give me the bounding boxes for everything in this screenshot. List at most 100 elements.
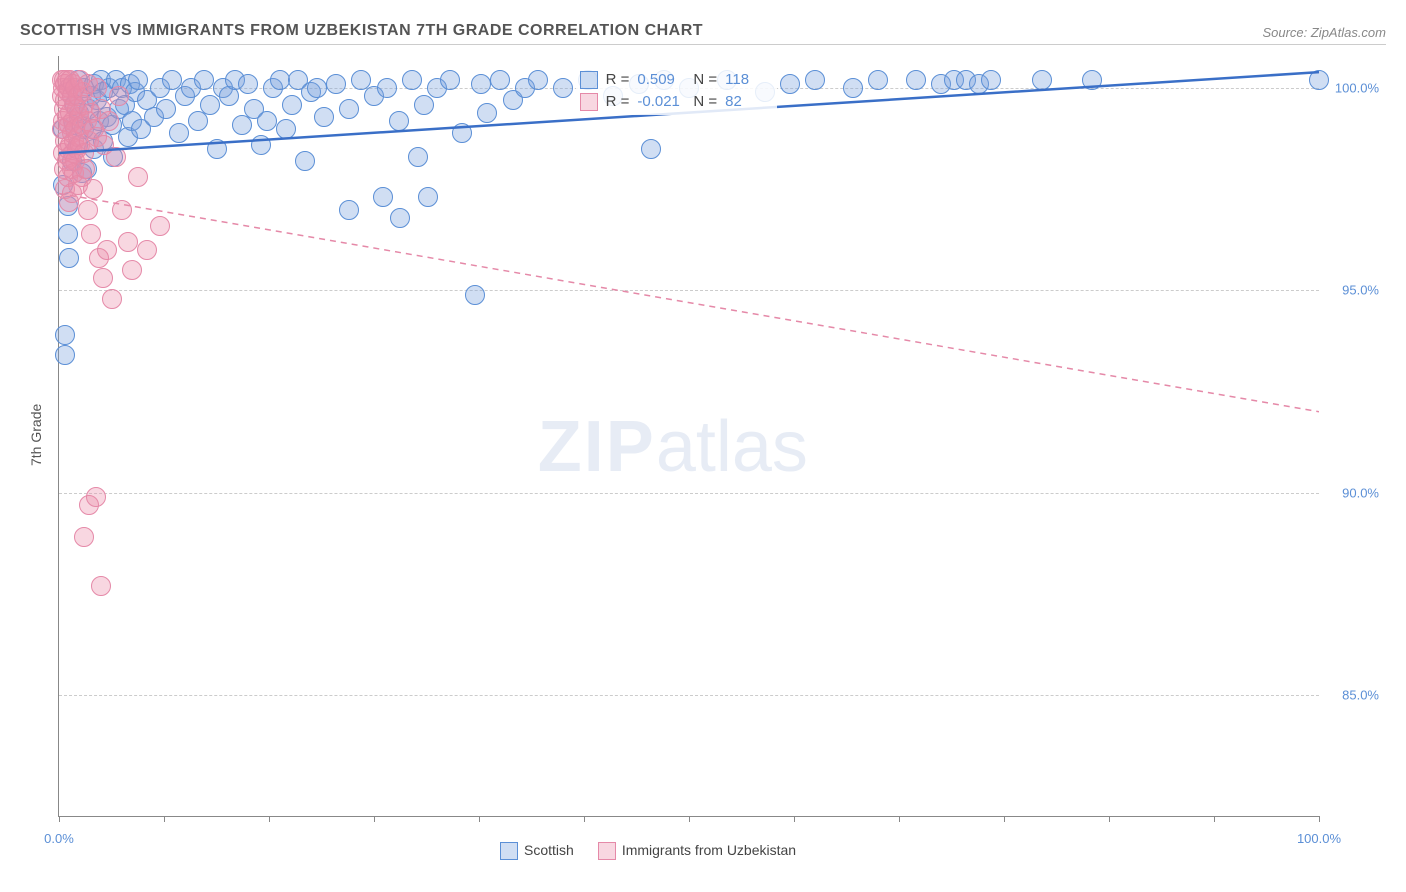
data-point-scottish bbox=[868, 70, 888, 90]
data-point-uzbekistan bbox=[102, 289, 122, 309]
data-point-scottish bbox=[207, 139, 227, 159]
legend-swatch-uzbekistan bbox=[580, 93, 598, 111]
legend-item-uzbekistan: Immigrants from Uzbekistan bbox=[598, 842, 796, 860]
grid-line bbox=[59, 290, 1319, 291]
data-point-scottish bbox=[257, 111, 277, 131]
data-point-scottish bbox=[418, 187, 438, 207]
data-point-scottish bbox=[1082, 70, 1102, 90]
data-point-scottish bbox=[906, 70, 926, 90]
x-tick bbox=[1319, 816, 1320, 822]
data-point-scottish bbox=[377, 78, 397, 98]
data-point-scottish bbox=[270, 70, 290, 90]
data-point-scottish bbox=[307, 78, 327, 98]
stat-row-scottish: R =0.509N =118 bbox=[580, 69, 774, 91]
x-tick bbox=[1109, 816, 1110, 822]
plot-area: 85.0%90.0%95.0%100.0%0.0%100.0%ZIPatlasR… bbox=[58, 56, 1319, 817]
data-point-scottish bbox=[339, 200, 359, 220]
x-tick-label: 0.0% bbox=[44, 831, 74, 846]
data-point-uzbekistan bbox=[118, 232, 138, 252]
data-point-scottish bbox=[389, 111, 409, 131]
stat-n-value: 82 bbox=[725, 91, 773, 113]
data-point-uzbekistan bbox=[75, 159, 95, 179]
stat-row-uzbekistan: R =-0.021N =82 bbox=[580, 91, 774, 113]
stat-r-label: R = bbox=[606, 69, 630, 91]
data-point-scottish bbox=[1032, 70, 1052, 90]
data-point-scottish bbox=[314, 107, 334, 127]
x-tick bbox=[164, 816, 165, 822]
data-point-scottish bbox=[414, 95, 434, 115]
data-point-scottish bbox=[981, 70, 1001, 90]
data-point-scottish bbox=[156, 99, 176, 119]
y-tick-label: 85.0% bbox=[1329, 687, 1379, 702]
data-point-scottish bbox=[251, 135, 271, 155]
title-bar: SCOTTISH VS IMMIGRANTS FROM UZBEKISTAN 7… bbox=[20, 10, 1386, 45]
trend-line-uzbekistan bbox=[59, 193, 1319, 411]
data-point-scottish bbox=[477, 103, 497, 123]
stat-r-value: 0.509 bbox=[637, 69, 685, 91]
x-tick bbox=[479, 816, 480, 822]
source-prefix: Source: bbox=[1262, 25, 1310, 40]
chart-title: SCOTTISH VS IMMIGRANTS FROM UZBEKISTAN 7… bbox=[20, 22, 703, 40]
data-point-scottish bbox=[641, 139, 661, 159]
legend-label: Immigrants from Uzbekistan bbox=[622, 842, 796, 858]
data-point-scottish bbox=[339, 99, 359, 119]
data-point-scottish bbox=[780, 74, 800, 94]
data-point-uzbekistan bbox=[81, 224, 101, 244]
data-point-scottish bbox=[282, 95, 302, 115]
x-tick bbox=[584, 816, 585, 822]
grid-line bbox=[59, 493, 1319, 494]
data-point-scottish bbox=[55, 325, 75, 345]
x-tick bbox=[1004, 816, 1005, 822]
data-point-uzbekistan bbox=[150, 216, 170, 236]
x-tick bbox=[374, 816, 375, 822]
data-point-scottish bbox=[188, 111, 208, 131]
data-point-uzbekistan bbox=[137, 240, 157, 260]
data-point-scottish bbox=[490, 70, 510, 90]
data-point-scottish bbox=[55, 345, 75, 365]
data-point-scottish bbox=[295, 151, 315, 171]
data-point-scottish bbox=[553, 78, 573, 98]
data-point-uzbekistan bbox=[97, 240, 117, 260]
x-tick bbox=[59, 816, 60, 822]
stat-r-label: R = bbox=[606, 91, 630, 113]
data-point-scottish bbox=[59, 248, 79, 268]
data-point-scottish bbox=[232, 115, 252, 135]
trend-lines bbox=[59, 56, 1319, 816]
data-point-scottish bbox=[471, 74, 491, 94]
x-tick bbox=[794, 816, 795, 822]
data-point-uzbekistan bbox=[83, 179, 103, 199]
data-point-uzbekistan bbox=[93, 268, 113, 288]
data-point-scottish bbox=[528, 70, 548, 90]
data-point-scottish bbox=[194, 70, 214, 90]
data-point-scottish bbox=[1309, 70, 1329, 90]
legend-swatch-scottish bbox=[500, 842, 518, 860]
data-point-uzbekistan bbox=[99, 111, 119, 131]
y-tick-label: 95.0% bbox=[1329, 283, 1379, 298]
x-tick bbox=[1214, 816, 1215, 822]
data-point-scottish bbox=[843, 78, 863, 98]
watermark: ZIPatlas bbox=[538, 406, 808, 488]
stat-n-label: N = bbox=[693, 91, 717, 113]
x-tick bbox=[689, 816, 690, 822]
data-point-scottish bbox=[58, 224, 78, 244]
legend-label: Scottish bbox=[524, 842, 574, 858]
x-tick-label: 100.0% bbox=[1297, 831, 1341, 846]
data-point-scottish bbox=[440, 70, 460, 90]
data-point-scottish bbox=[326, 74, 346, 94]
data-point-scottish bbox=[390, 208, 410, 228]
y-tick-label: 100.0% bbox=[1329, 81, 1379, 96]
data-point-scottish bbox=[402, 70, 422, 90]
data-point-scottish bbox=[373, 187, 393, 207]
source-attribution: Source: ZipAtlas.com bbox=[1262, 25, 1386, 40]
x-tick bbox=[269, 816, 270, 822]
data-point-uzbekistan bbox=[86, 487, 106, 507]
stat-box: R =0.509N =118R =-0.021N =82 bbox=[576, 67, 778, 115]
chart-container: SCOTTISH VS IMMIGRANTS FROM UZBEKISTAN 7… bbox=[0, 0, 1406, 892]
data-point-scottish bbox=[452, 123, 472, 143]
data-point-uzbekistan bbox=[109, 86, 129, 106]
data-point-scottish bbox=[805, 70, 825, 90]
data-point-uzbekistan bbox=[91, 576, 111, 596]
y-axis-label: 7th Grade bbox=[28, 404, 44, 466]
data-point-scottish bbox=[238, 74, 258, 94]
grid-line bbox=[59, 695, 1319, 696]
